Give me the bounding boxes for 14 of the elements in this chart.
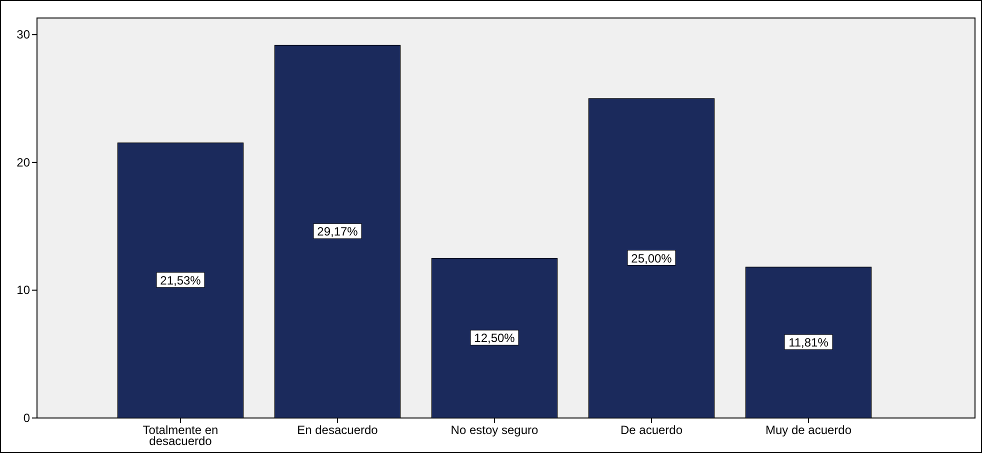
x-tick-label: No estoy seguro (450, 423, 539, 437)
x-tick-label: En desacuerdo (297, 423, 378, 437)
x-tick-label: Muy de acuerdo (765, 423, 852, 437)
data-label: 25,00% (631, 251, 672, 266)
x-tick-label: De acuerdo (620, 423, 683, 437)
y-tick-label: 10 (16, 283, 30, 298)
y-tick-label: 30 (16, 28, 30, 42)
y-tick-label: 0 (23, 411, 30, 425)
data-label: 11,81% (788, 336, 829, 350)
data-label: 12,50% (474, 331, 516, 346)
data-label: 29,17% (317, 224, 358, 239)
y-tick-label: 20 (16, 155, 30, 170)
x-tick-label: Totalmente en desacuerdo (142, 423, 218, 448)
data-label: 21,53% (160, 273, 202, 288)
